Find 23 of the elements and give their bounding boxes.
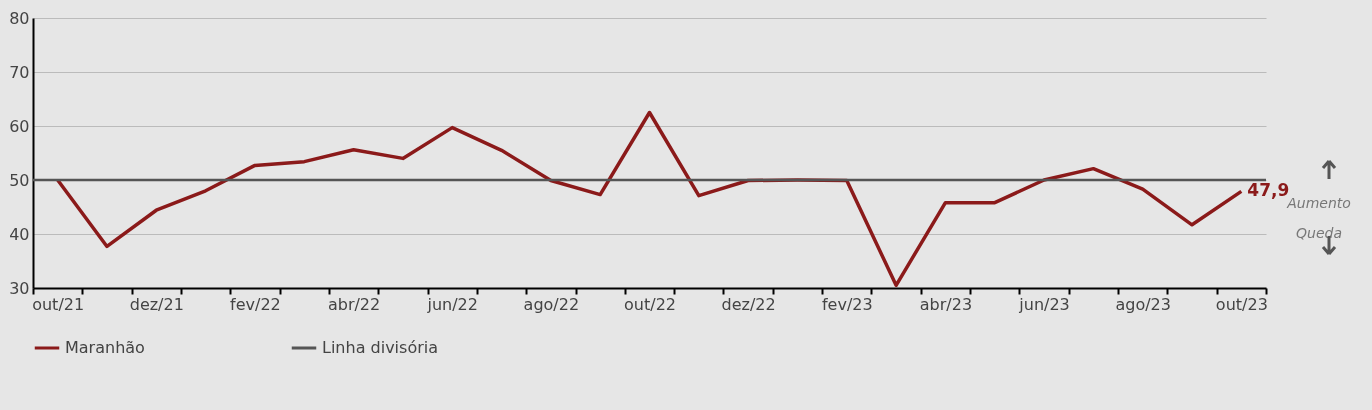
x-tick-label: jun/23 (1018, 294, 1070, 314)
y-tick-label: 40 (9, 224, 30, 244)
x-tick-label: dez/21 (129, 294, 184, 314)
x-tick-label: ago/23 (1115, 294, 1171, 314)
legend-label: Linha divisória (322, 338, 438, 357)
y-tick-label: 70 (9, 62, 30, 82)
y-tick-label: 60 (9, 116, 30, 136)
legend-label: Maranhão (65, 338, 145, 357)
x-tick-label: abr/23 (919, 294, 973, 314)
x-tick-label: jun/22 (426, 294, 478, 314)
y-tick-label: 30 (9, 278, 30, 298)
x-tick-label: out/21 (32, 294, 85, 314)
x-tick-label: ago/22 (523, 294, 580, 314)
line-series (55, 110, 1244, 288)
y-tick-label: 50 (9, 170, 30, 190)
x-tick-label: abr/22 (327, 294, 381, 314)
x-tick-label: dez/22 (721, 294, 776, 314)
x-tick-label: fev/23 (821, 294, 873, 314)
x-tick-label: fev/22 (230, 294, 281, 314)
x-tick-label: out/23 (1215, 294, 1268, 314)
y-tick-label: 80 (9, 8, 30, 28)
x-tick-label: out/22 (624, 294, 676, 314)
text: Queda (1296, 225, 1342, 241)
